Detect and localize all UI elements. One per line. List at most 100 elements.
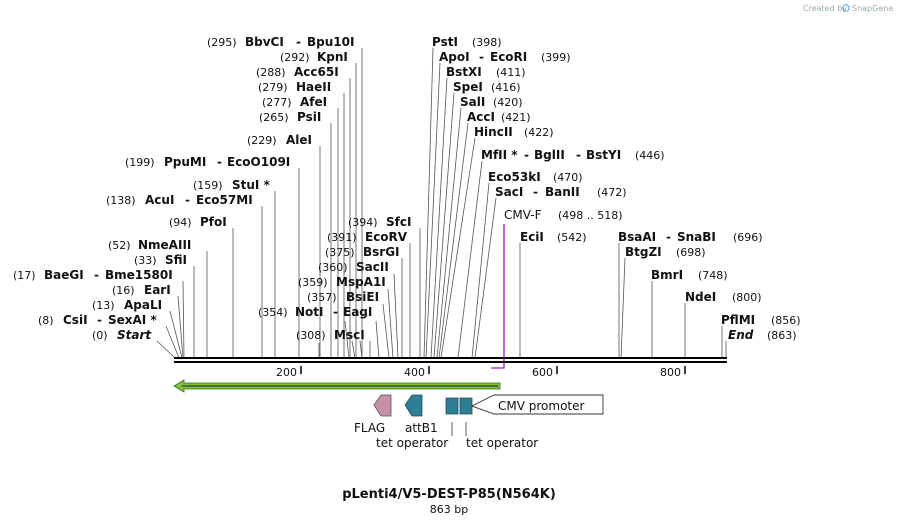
leader-line-noti [344,320,350,359]
site-name-stui[interactable]: StuI * [232,178,271,192]
site-name-bmri[interactable]: BmrI [651,268,683,282]
site-pos-bmri: (748) [698,269,728,282]
attb1-feature[interactable] [404,394,423,417]
site-name-bsiei[interactable]: BsiEI [346,290,379,304]
credit-text: Created by [803,4,847,13]
site-name-bpu10i[interactable]: Bpu10I [307,35,354,49]
site-pos-baegi: (17) [13,269,36,282]
site-name-ndei[interactable]: NdeI [685,290,716,304]
site-name-alei[interactable]: AleI [286,133,312,147]
site-name-ecori[interactable]: EcoRI [490,50,527,64]
flag-feature[interactable] [373,394,392,417]
credit-brand: SnapGene [852,4,893,13]
site-name-ecoo109i[interactable]: EcoO109I [227,155,290,169]
site-pos-alei: (229) [247,134,277,147]
site-name-bstxi[interactable]: BstXI [446,65,482,79]
site-name-acui[interactable]: AcuI [145,193,174,207]
site-pos-bbvci: (295) [207,36,237,49]
site-pos-acc65i: (288) [256,66,286,79]
site-name-hincii[interactable]: HincII [474,125,513,139]
leader-line-apoi [425,62,441,359]
site-name-spei[interactable]: SpeI [453,80,483,94]
primer-marker [491,224,505,369]
site-name-bbvci[interactable]: BbvCI [245,35,284,49]
site-pos-end: (863) [767,329,797,342]
site-name-saci[interactable]: SacI [495,185,523,199]
leader-line-msci-b [351,340,356,359]
site-name-bsrgi[interactable]: BsrGI [363,245,400,259]
site-name-kpni[interactable]: KpnI [317,50,348,64]
tet-operator-feature-2[interactable] [459,397,473,415]
site-pos-kpni: (292) [280,51,310,64]
site-name-baegi[interactable]: BaeGI [44,268,84,282]
site-name-psii[interactable]: PsiI [297,110,321,124]
site-name-haeii[interactable]: HaeII [296,80,331,94]
site-name-sali[interactable]: SalI [460,95,485,109]
site-name-eco57mi[interactable]: Eco57MI [196,193,253,207]
site-separator: - [185,193,190,207]
site-name-csii[interactable]: CsiI [63,313,88,327]
site-name-sfci[interactable]: SfcI [386,215,411,229]
site-name-ppumi[interactable]: PpuMI [164,155,206,169]
site-name-acci[interactable]: AccI [467,110,495,124]
leader-line-sacii [393,273,399,359]
primer-name-cmv-f[interactable]: CMV-F [504,208,542,222]
site-name-start[interactable]: Start [117,328,152,342]
site-name-acc65i[interactable]: Acc65I [294,65,339,79]
leader-line-hincii [440,137,476,359]
site-pos-saci: (472) [597,186,627,199]
site-name-pfoi[interactable]: PfoI [200,215,227,229]
leader-line-sali [436,107,462,359]
site-name-sfii[interactable]: SfiI [165,253,187,267]
site-leader-lines [156,47,727,359]
site-name-bglii[interactable]: BglII [534,148,565,162]
site-name-snabi[interactable]: SnaBI [677,230,716,244]
site-separator: - [576,148,581,162]
site-name-ecii[interactable]: EciI [520,230,544,244]
site-name-psti[interactable]: PstI [432,35,458,49]
cmv-promoter-feature[interactable] [470,394,604,415]
leader-line-psti [423,47,434,359]
site-name-bme1580i[interactable]: Bme1580I [105,268,173,282]
tet-operator-label-2: tet operator [466,436,538,450]
site-name-mfli[interactable]: MfII * [481,148,518,162]
site-separator: - [333,305,338,319]
site-name-msci[interactable]: MscI [334,328,365,342]
site-name-apali[interactable]: ApaLI [124,298,162,312]
site-pos-start: (0) [92,329,108,342]
leader-line-eari [177,295,184,359]
site-name-pflmi[interactable]: PflMI [721,313,755,327]
site-pos-ndei: (800) [732,291,762,304]
site-pos-noti: (354) [258,306,288,319]
site-name-afei[interactable]: AfeI [300,95,327,109]
site-name-ecorv[interactable]: EcoRV [365,230,408,244]
site-name-noti[interactable]: NotI [295,305,324,319]
map-length: 863 bp [430,503,468,516]
leader-line-eagi [375,320,380,359]
site-name-eari[interactable]: EarI [144,283,171,297]
site-pos-sacii: (360) [318,261,348,274]
site-pos-msci: (308) [296,329,326,342]
snapgene-logo-icon [842,4,850,12]
site-name-eco53ki[interactable]: Eco53kI [488,170,541,184]
site-pos-apali: (13) [92,299,115,312]
leader-line-baegi [182,280,185,359]
tet-operator-feature-1[interactable] [445,397,459,415]
site-name-sacii[interactable]: SacII [356,260,389,274]
site-pos-pfoi: (94) [169,216,192,229]
site-name-eagi[interactable]: EagI [343,305,372,319]
site-name-apoi[interactable]: ApoI [439,50,470,64]
site-name-bsaai[interactable]: BsaAI [618,230,656,244]
site-name-end[interactable]: End [728,328,754,342]
site-name-banii[interactable]: BanII [545,185,580,199]
site-name-nmeaiii[interactable]: NmeAIII [138,238,191,252]
site-name-btgzi[interactable]: BtgZI [625,245,662,259]
leader-line-spei [433,92,455,359]
site-name-sexai[interactable]: SexAI * [108,313,157,327]
site-pos-btgzi: (698) [676,246,706,259]
site-pos-bstxi: (411) [496,66,526,79]
site-name-mspa1i[interactable]: MspA1I [336,275,386,289]
site-name-bstyi[interactable]: BstYI [586,148,621,162]
